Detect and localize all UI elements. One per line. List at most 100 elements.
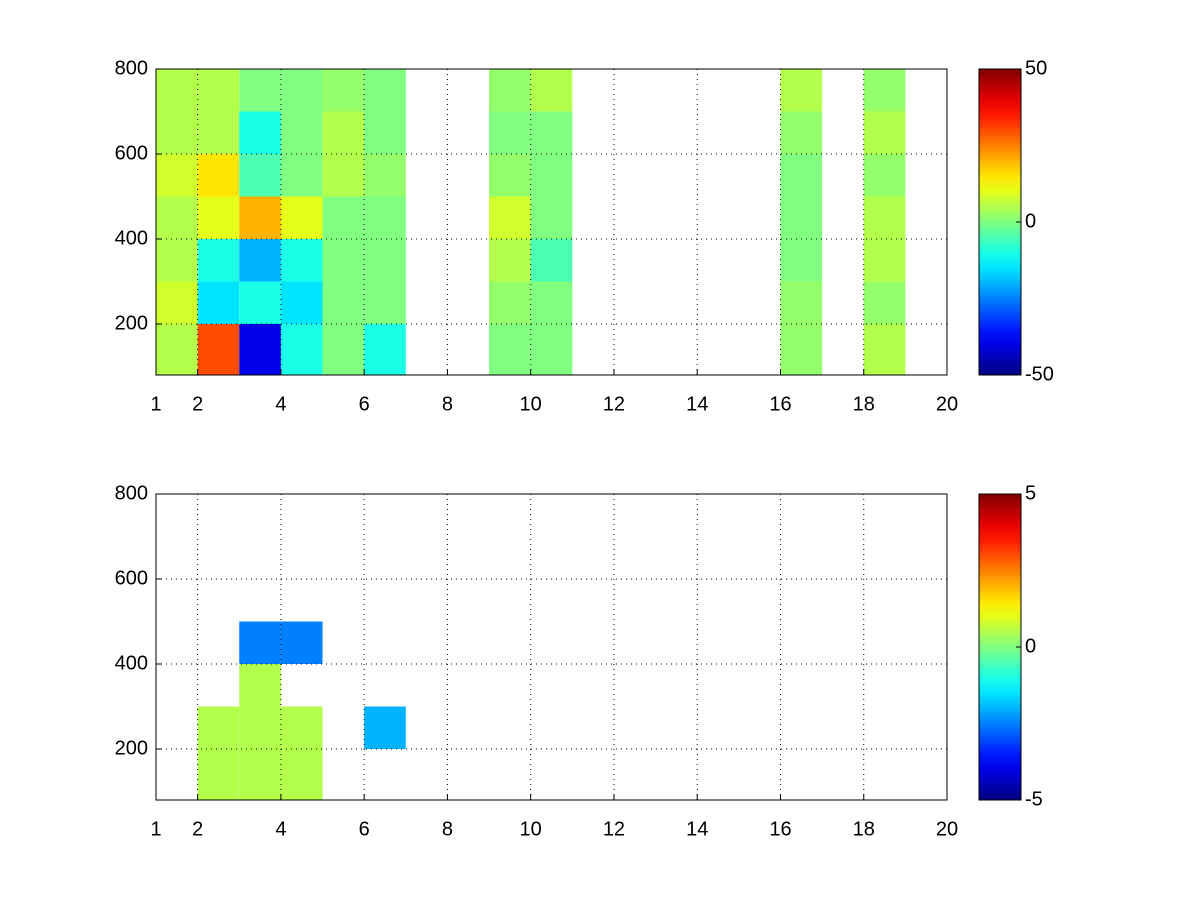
x-tick-label: 20: [936, 393, 958, 415]
heatmap-cell: [364, 706, 406, 749]
colorbar-tick-label: 0: [1025, 635, 1036, 657]
x-tick-label: 8: [442, 393, 453, 415]
x-tick-label: 20: [936, 818, 958, 840]
heatmap-cell: [239, 664, 281, 707]
heatmap-cell: [239, 196, 281, 239]
heatmap-cell: [489, 281, 531, 324]
heatmap-cell: [239, 621, 281, 664]
heatmap-cell: [280, 621, 323, 664]
y-tick-label: 600: [115, 567, 148, 589]
heatmap-cell: [197, 111, 240, 154]
y-tick-label: 600: [115, 142, 148, 164]
x-tick-label: 10: [520, 393, 542, 415]
heatmap-cell: [489, 154, 531, 197]
heatmap-cell: [364, 69, 406, 112]
heatmap-cell: [780, 239, 823, 282]
heatmap-cell: [780, 69, 823, 112]
x-tick-label: 14: [686, 818, 708, 840]
heatmap-cell: [197, 706, 240, 749]
x-tick-label: 16: [769, 818, 791, 840]
heatmap-cell: [530, 196, 573, 239]
x-tick-label: 4: [275, 818, 286, 840]
heatmap-cell: [280, 69, 323, 112]
y-tick-label: 200: [115, 312, 148, 334]
x-tick-label: 16: [769, 393, 791, 415]
x-tick-label: 6: [359, 393, 370, 415]
heatmap-cell: [364, 196, 406, 239]
axes-frame: [155, 493, 948, 801]
x-tick-label: 2: [192, 393, 203, 415]
heatmap-cell: [364, 239, 406, 282]
heatmap-cell: [863, 154, 906, 197]
heatmap-cell: [156, 69, 198, 112]
heatmap-cell: [280, 111, 323, 154]
heatmap-cell: [489, 196, 531, 239]
heatmap-cell: [530, 111, 573, 154]
colorbar-tick-label: -5: [1025, 788, 1043, 810]
y-tick-label: 400: [115, 652, 148, 674]
colorbar-tick-label: 0: [1025, 210, 1036, 232]
heatmap-cell: [239, 749, 281, 800]
y-tick-label: 200: [115, 737, 148, 759]
x-tick-label: 12: [603, 393, 625, 415]
heatmap-cell: [322, 154, 365, 197]
heatmap-cell: [239, 239, 281, 282]
heatmap-cell: [197, 749, 240, 800]
heatmap-cell: [364, 154, 406, 197]
heatmap-cell: [780, 111, 823, 154]
heatmap-cell: [530, 69, 573, 112]
heatmap-cell: [489, 111, 531, 154]
heatmap-cell: [156, 281, 198, 324]
colorbar-tick-label: 50: [1025, 57, 1047, 79]
heatmap-cell: [156, 324, 198, 375]
x-tick-label: 4: [275, 393, 286, 415]
colorbar-tick-label: 5: [1025, 482, 1036, 504]
heatmap-cell: [156, 196, 198, 239]
colorbar: [978, 493, 1022, 801]
heatmap-cell: [863, 196, 906, 239]
heatmap-cell: [197, 281, 240, 324]
heatmap-cell: [197, 69, 240, 112]
y-tick-label: 800: [115, 57, 148, 79]
heatmap-cell: [280, 196, 323, 239]
colorbar: [978, 68, 1022, 376]
heatmap-cell: [530, 239, 573, 282]
x-tick-label: 6: [359, 818, 370, 840]
heatmap-cell: [322, 111, 365, 154]
y-tick-label: 400: [115, 227, 148, 249]
heatmap-cell: [863, 69, 906, 112]
heatmap-cell: [156, 239, 198, 282]
heatmap-cell: [530, 324, 573, 375]
heatmap-cell: [280, 239, 323, 282]
x-tick-label: 8: [442, 818, 453, 840]
heatmap-cell: [197, 196, 240, 239]
heatmap-cell: [322, 281, 365, 324]
heatmap-cell: [863, 239, 906, 282]
heatmap-cell: [197, 154, 240, 197]
x-tick-label: 1: [150, 393, 161, 415]
heatmap-cell: [863, 111, 906, 154]
heatmap-cell: [364, 281, 406, 324]
heatmap-cell: [280, 281, 323, 324]
heatmap-cell: [489, 69, 531, 112]
x-tick-label: 14: [686, 393, 708, 415]
y-tick-label: 800: [115, 482, 148, 504]
heatmap-cell: [780, 196, 823, 239]
colorbar-tick-label: -50: [1025, 363, 1054, 385]
heatmap-cell: [863, 281, 906, 324]
heatmap-cell: [156, 154, 198, 197]
heatmap-cell: [280, 749, 323, 800]
x-tick-label: 18: [853, 818, 875, 840]
axes-frame: [155, 68, 948, 376]
heatmap-cell: [780, 154, 823, 197]
heatmap-cell: [156, 111, 198, 154]
heatmap-cell: [780, 281, 823, 324]
heatmap-cell: [239, 324, 281, 375]
heatmap-cell: [322, 69, 365, 112]
heatmap-cell: [239, 69, 281, 112]
heatmap-cell: [239, 281, 281, 324]
heatmap-cell: [280, 154, 323, 197]
heatmap-cell: [530, 281, 573, 324]
heatmap-cell: [239, 154, 281, 197]
